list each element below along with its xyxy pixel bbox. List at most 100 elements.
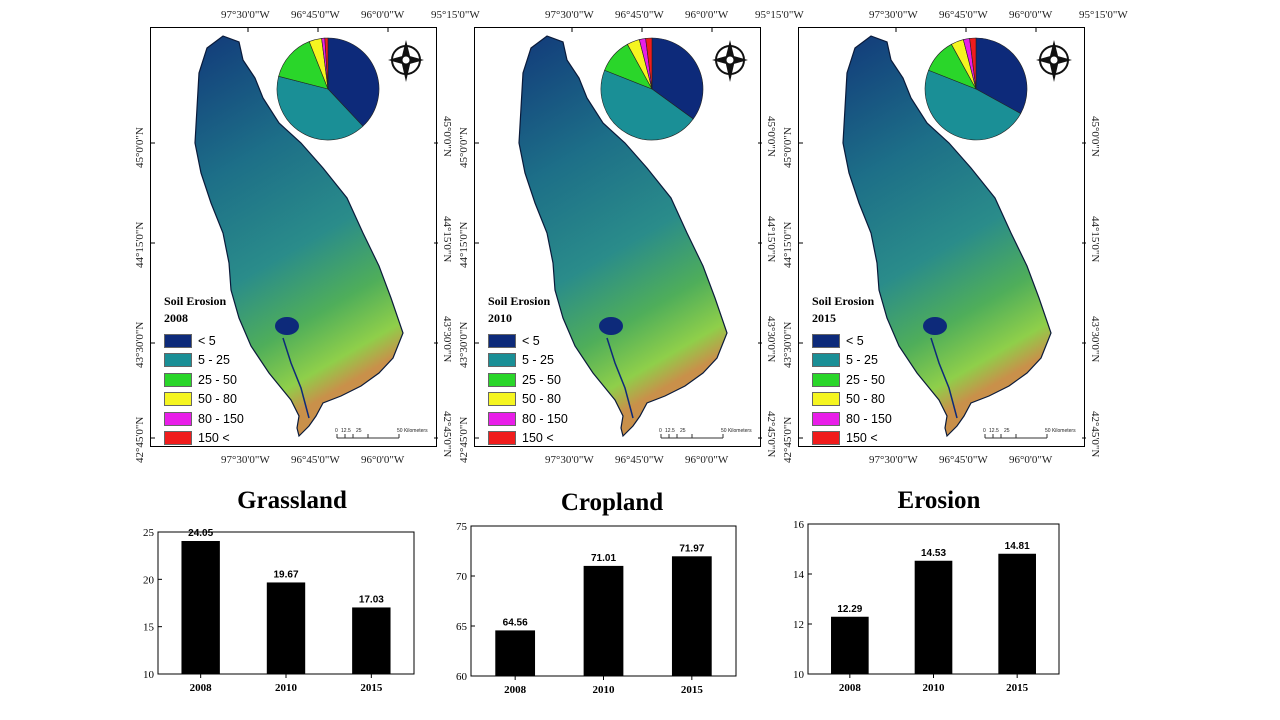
bar-value-label: 12.29 — [837, 604, 862, 615]
bar-value-label: 17.03 — [359, 594, 384, 605]
map-panel-2008: 0 12.5 25 50 Kilometers Soil Erosion 2008 < 5 5… — [150, 27, 438, 448]
latitude-label: 42°45'0"N — [458, 416, 470, 463]
longitude-label: 96°0'0"W — [361, 9, 405, 21]
legend-swatch — [488, 431, 516, 446]
latitude-label: 44°15'0"N — [765, 216, 777, 263]
legend-item: 150 < — [812, 429, 892, 449]
latitude-label: 42°45'0"N — [765, 411, 777, 458]
latitude-label: 45°0'0"N — [765, 116, 777, 157]
pie-slice — [324, 37, 329, 90]
map-canvas: 0 12.5 25 50 Kilometers — [475, 28, 762, 439]
latitude-label: 45°0'0"N — [782, 127, 794, 168]
bar-value-label: 14.81 — [1005, 541, 1030, 552]
longitude-label: 95°15'0"W — [431, 9, 480, 21]
y-tick-label: 70 — [456, 571, 468, 583]
legend-box: Soil Erosion 2008 < 5 5 - 25 25 - 50 50 - 80 8… — [164, 293, 244, 448]
legend-swatch — [164, 372, 192, 387]
longitude-label: 96°0'0"W — [1009, 9, 1053, 21]
lake-shape — [923, 317, 947, 335]
legend-label: 80 - 150 — [522, 411, 568, 426]
pie-slice — [651, 37, 704, 120]
y-tick-label: 10 — [793, 669, 805, 681]
legend-title: Soil Erosion — [488, 294, 551, 308]
legend-label: 25 - 50 — [198, 372, 237, 387]
legend-swatch — [164, 333, 192, 348]
legend-item: 25 - 50 — [488, 370, 568, 390]
watershed-map — [518, 35, 728, 438]
lake-shape — [599, 317, 623, 335]
latitude-label: 43°30'0"N — [1089, 316, 1101, 363]
latitude-label: 45°0'0"N — [458, 127, 470, 168]
y-tick-label: 60 — [456, 671, 468, 683]
legend-year: 2010 — [488, 311, 512, 325]
longitude-label: 97°30'0"W — [545, 9, 594, 21]
pie-slice — [969, 37, 977, 90]
legend-item: < 5 — [164, 331, 244, 351]
bar-value-label: 19.67 — [273, 569, 298, 580]
legend-label: 50 - 80 — [522, 392, 561, 407]
x-tick-label: 2015 — [681, 684, 704, 696]
legend-label: 5 - 25 — [846, 353, 878, 368]
legend-label: 50 - 80 — [846, 392, 885, 407]
longitude-label: 96°0'0"W — [685, 454, 729, 466]
longitude-label: 97°30'0"W — [869, 454, 918, 466]
latitude-label: 42°45'0"N — [782, 416, 794, 463]
legend-item: 150 < — [488, 429, 568, 449]
longitude-label: 95°15'0"W — [1079, 9, 1128, 21]
y-tick-label: 14 — [793, 569, 805, 581]
pie-slice — [276, 75, 364, 141]
legend-label: 150 < — [846, 431, 878, 446]
legend-swatch — [164, 353, 192, 368]
x-tick-label: 2010 — [923, 682, 946, 694]
longitude-label: 97°30'0"W — [869, 9, 918, 21]
bar — [352, 607, 391, 674]
y-tick-label: 20 — [143, 574, 155, 586]
legend-swatch — [812, 353, 840, 368]
bar — [583, 565, 624, 676]
legend-item: < 5 — [488, 331, 568, 351]
legend-swatch — [812, 431, 840, 446]
latitude-label: 45°0'0"N — [134, 127, 146, 168]
river-line — [282, 337, 310, 419]
longitude-label: 96°45'0"W — [291, 9, 340, 21]
y-tick-label: 75 — [456, 521, 468, 533]
bar — [671, 556, 712, 676]
x-tick-label: 2010 — [593, 684, 616, 696]
bar — [831, 616, 869, 674]
scale-label: 0 — [983, 428, 986, 434]
longitude-label: 96°0'0"W — [685, 9, 729, 21]
river-line — [930, 337, 958, 419]
pie-slice — [327, 37, 380, 127]
latitude-label: 45°0'0"N — [1089, 116, 1101, 157]
bar-value-label: 24.05 — [188, 528, 213, 539]
y-tick-label: 65 — [456, 621, 468, 633]
legend-year: 2015 — [812, 311, 836, 325]
legend-label: 80 - 150 — [846, 411, 892, 426]
y-tick-label: 12 — [793, 619, 804, 631]
x-tick-label: 2008 — [190, 682, 213, 694]
pie-chart — [276, 37, 380, 141]
legend-label: 150 < — [522, 431, 554, 446]
x-tick-label: 2015 — [1006, 682, 1028, 694]
legend-label: < 5 — [846, 333, 864, 348]
y-tick-label: 25 — [143, 527, 155, 539]
pie-slice — [924, 69, 1022, 141]
longitude-label: 95°15'0"W — [755, 9, 804, 21]
legend-label: 5 - 25 — [198, 353, 230, 368]
bar — [181, 540, 220, 674]
legend-item: 5 - 25 — [812, 351, 892, 371]
pie-chart — [924, 37, 1028, 141]
legend-box: Soil Erosion 2010 < 5 5 - 25 25 - 50 50 - 80 8… — [488, 293, 568, 448]
legend-item: 50 - 80 — [488, 390, 568, 410]
legend-item: 5 - 25 — [488, 351, 568, 371]
legend-swatch — [488, 333, 516, 348]
pie-chart — [600, 37, 704, 141]
legend-item: < 5 — [812, 331, 892, 351]
x-tick-label: 2015 — [360, 682, 383, 694]
north-arrow-icon — [388, 40, 424, 82]
longitude-label: 96°0'0"W — [1009, 454, 1053, 466]
legend-item: 25 - 50 — [812, 370, 892, 390]
pie-slice — [278, 41, 329, 90]
bar — [998, 553, 1036, 674]
